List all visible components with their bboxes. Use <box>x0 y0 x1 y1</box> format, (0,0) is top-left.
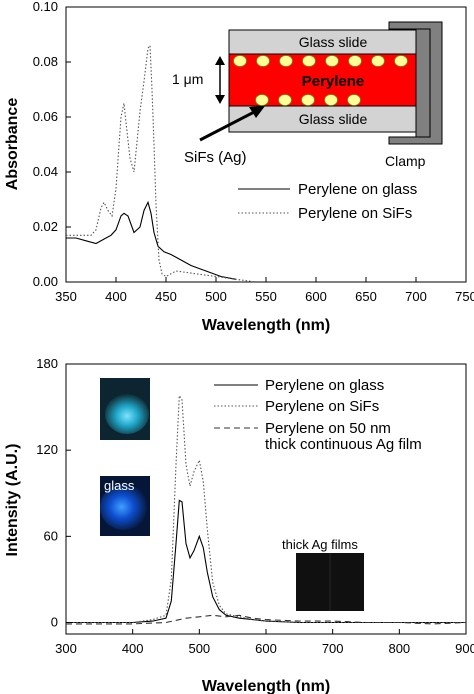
photo-glass-emission <box>100 484 148 530</box>
photo-glass-caption: glass <box>104 478 135 493</box>
sifs-particle <box>394 55 408 67</box>
sifs-particle <box>348 55 362 67</box>
series-line-1 <box>66 200 237 280</box>
sample-schematic: Glass slide Perylene Glass slide Clamp 1… <box>172 21 443 169</box>
y-tick-label: 0.02 <box>33 219 58 234</box>
photo-sifs: SiFs <box>100 364 150 440</box>
x-tick-label: 350 <box>55 289 77 304</box>
sifs-pointer-arrow <box>199 108 259 142</box>
sifs-pointer-arrowhead <box>249 106 265 118</box>
y-tick-label: 0.04 <box>33 164 58 179</box>
y-tick-label: 120 <box>36 442 58 457</box>
photo-sifs-emission <box>105 394 149 434</box>
legend-label-glass: Perylene on glass <box>298 181 417 198</box>
sifs-particle <box>279 55 293 67</box>
sifs-particle <box>347 94 361 106</box>
x-tick-labels: 350 400 450 500 550 600 650 700 750 <box>55 277 474 304</box>
x-axis-title: Wavelength (nm) <box>202 678 330 694</box>
glass-slide-bottom-label: Glass slide <box>299 111 368 127</box>
sifs-particle <box>371 55 385 67</box>
y-tick-label: 60 <box>44 528 58 543</box>
sifs-particle <box>325 55 339 67</box>
x-tick-label: 600 <box>305 289 327 304</box>
photo-sifs-caption: SiFs <box>104 364 131 379</box>
x-axis-title: Wavelength (nm) <box>202 317 330 334</box>
legend-label-ag-line2: thick continuous Ag film <box>265 436 422 453</box>
x-tick-label: 400 <box>122 641 144 656</box>
glass-slide-top-label: Glass slide <box>299 34 368 50</box>
photo-ag-caption: thick Ag films <box>282 537 358 552</box>
intensity-series <box>66 393 467 625</box>
y-tick-labels: 0.00 0.02 0.04 0.06 0.08 0.10 <box>33 0 71 289</box>
sifs-particle <box>256 55 270 67</box>
y-tick-label: 0 <box>51 615 58 630</box>
perylene-label: Perylene <box>302 73 365 90</box>
intensity-chart: SiFs glass thick Ag films 300 400 500 600 70… <box>4 356 474 694</box>
x-tick-label: 500 <box>205 289 227 304</box>
y-axis-title: Intensity (A.U.) <box>4 444 21 557</box>
x-tick-label: 700 <box>405 289 427 304</box>
legend-label-glass: Perylene on glass <box>265 377 384 394</box>
thickness-arrowhead-up <box>215 56 225 65</box>
x-tick-label: 800 <box>388 641 410 656</box>
photo-ag: thick Ag films <box>282 537 364 611</box>
clamp-bar <box>415 21 431 145</box>
sifs-particles-bottom <box>255 94 361 106</box>
sifs-particle <box>324 94 338 106</box>
sifs-particle <box>278 94 292 106</box>
thickness-arrowhead-down <box>215 95 225 104</box>
series-line-1 <box>66 499 466 624</box>
x-tick-labels: 300 400 500 600 700 800 900 <box>55 629 474 656</box>
sifs-particle <box>255 94 269 106</box>
clamp <box>388 21 443 145</box>
x-tick-label: 900 <box>455 641 474 656</box>
intensity-legend: Perylene on glass Perylene on SiFs Peryl… <box>214 377 422 453</box>
legend-label-sifs: Perylene on SiFs <box>298 205 412 222</box>
y-tick-label: 0.00 <box>33 274 58 289</box>
series-line-2 <box>66 43 257 283</box>
x-tick-label: 650 <box>355 289 377 304</box>
absorbance-chart: 350 400 450 500 550 600 650 700 750 0.00 0.02 0.04… <box>4 0 474 334</box>
x-tick-label: 300 <box>55 641 77 656</box>
photo-glass: glass <box>100 476 150 536</box>
absorbance-legend: Perylene on glass Perylene on SiFs <box>238 181 417 222</box>
sifs-particle <box>302 55 316 67</box>
x-tick-label: 500 <box>188 641 210 656</box>
series-line-2 <box>66 393 466 624</box>
y-axis-title: Absorbance <box>4 98 21 191</box>
legend-label-ag: Perylene on 50 nm thick continuous Ag fi… <box>265 420 422 453</box>
y-tick-label: 0.08 <box>33 54 58 69</box>
sifs-particle <box>301 94 315 106</box>
x-tick-label: 450 <box>155 289 177 304</box>
legend-label-sifs: Perylene on SiFs <box>265 398 379 415</box>
x-tick-label: 700 <box>322 641 344 656</box>
sifs-particle <box>233 55 247 67</box>
clamp-label: Clamp <box>385 153 426 169</box>
y-tick-label: 180 <box>36 356 58 371</box>
x-tick-label: 550 <box>255 289 277 304</box>
sifs-particles-top <box>233 55 408 67</box>
y-tick-labels: 0 60 120 180 <box>36 356 71 630</box>
sifs-label: SiFs (Ag) <box>184 149 247 166</box>
thickness-label: 1 μm <box>172 71 203 87</box>
y-tick-label: 0.06 <box>33 109 58 124</box>
y-tick-label: 0.10 <box>33 0 58 14</box>
absorbance-series <box>66 43 257 283</box>
x-tick-label: 750 <box>455 289 474 304</box>
x-tick-label: 400 <box>105 289 127 304</box>
series-line-3 <box>66 614 467 625</box>
x-tick-label: 600 <box>255 641 277 656</box>
legend-label-ag-line1: Perylene on 50 nm <box>265 420 391 437</box>
